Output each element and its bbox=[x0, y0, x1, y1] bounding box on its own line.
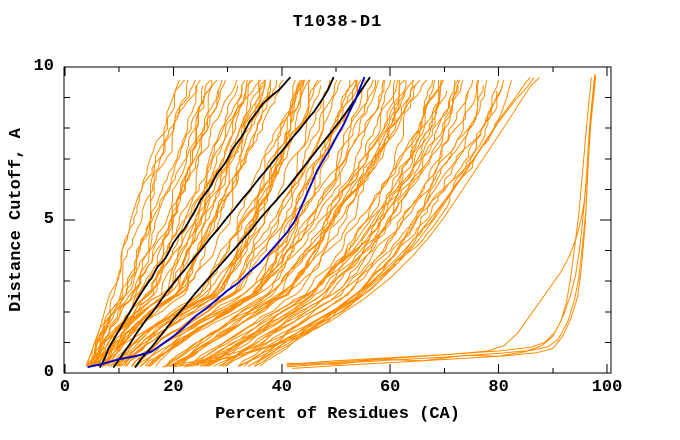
ensemble-line bbox=[86, 79, 185, 367]
right-straggler-3-line bbox=[162, 77, 531, 368]
y-tick-label: 0 bbox=[43, 363, 54, 382]
x-tick-label: 60 bbox=[379, 378, 401, 397]
flat-outlier-5-early-riser-line bbox=[286, 75, 597, 366]
plot-lines bbox=[85, 74, 597, 369]
x-tick-label: 20 bbox=[163, 378, 184, 397]
x-tick-label: 40 bbox=[271, 378, 292, 397]
y-tick-label: 5 bbox=[43, 210, 54, 229]
ensemble-line bbox=[101, 79, 266, 367]
ensemble-line bbox=[139, 79, 351, 367]
blue-model-line bbox=[87, 76, 366, 368]
ensemble-line bbox=[205, 79, 442, 367]
ensemble-line bbox=[97, 79, 248, 367]
ensemble-line bbox=[180, 79, 414, 367]
ensemble-line bbox=[117, 79, 306, 367]
ensemble-line bbox=[123, 79, 331, 367]
ensemble-line bbox=[165, 79, 399, 367]
x-tick-label: 0 bbox=[59, 378, 71, 397]
ensemble-line bbox=[110, 79, 296, 367]
ensemble-line bbox=[93, 85, 243, 367]
flat-outlier-4-line bbox=[286, 77, 592, 365]
ensemble-line bbox=[125, 85, 322, 367]
ensemble-line bbox=[140, 79, 358, 367]
ensemble-line bbox=[192, 79, 436, 367]
black-model-2-line bbox=[112, 76, 335, 368]
x-tick-label: 100 bbox=[591, 378, 623, 397]
ensemble-line bbox=[190, 79, 444, 367]
ensemble-line bbox=[254, 79, 488, 367]
ensemble-line bbox=[237, 79, 480, 367]
ensemble-line bbox=[149, 79, 374, 367]
right-straggler-2-line bbox=[183, 77, 540, 368]
ensemble-line bbox=[165, 79, 400, 367]
ensemble-line bbox=[155, 79, 385, 367]
ensemble-line bbox=[90, 85, 204, 367]
chart-title: T1038-D1 bbox=[292, 13, 383, 32]
ensemble-line bbox=[218, 79, 464, 367]
x-tick-label: 80 bbox=[488, 378, 509, 397]
ensemble-line bbox=[221, 79, 474, 367]
ensemble-line bbox=[179, 90, 406, 367]
ensemble-line bbox=[91, 79, 223, 367]
ensemble-line bbox=[87, 79, 213, 367]
ensemble-line bbox=[204, 79, 444, 367]
ensemble-lines bbox=[85, 79, 512, 367]
ensemble-line bbox=[92, 79, 180, 367]
ensemble-line bbox=[118, 85, 302, 367]
x-axis-label: Percent of Residues (CA) bbox=[215, 405, 460, 424]
ensemble-line bbox=[91, 90, 220, 367]
ensemble-line bbox=[202, 79, 434, 367]
ensemble-line bbox=[107, 79, 284, 367]
ensemble-line bbox=[85, 85, 197, 367]
ensemble-line bbox=[225, 79, 459, 367]
ensemble-line bbox=[239, 79, 478, 367]
axis-box-and-ticks bbox=[63, 66, 612, 374]
ensemble-line bbox=[91, 79, 211, 367]
ensemble-line bbox=[103, 79, 271, 367]
ensemble-line bbox=[247, 85, 504, 367]
ensemble-line bbox=[94, 79, 265, 367]
ensemble-line bbox=[174, 79, 421, 367]
ensemble-line bbox=[88, 90, 209, 367]
ensemble-line bbox=[117, 79, 319, 367]
black-model-3-line bbox=[134, 76, 371, 368]
ensemble-line bbox=[170, 79, 392, 367]
ensemble-line bbox=[146, 79, 366, 367]
ensemble-line bbox=[164, 79, 396, 367]
ensemble-line bbox=[99, 79, 260, 367]
ensemble-line bbox=[120, 79, 303, 367]
ensemble-line bbox=[208, 79, 456, 367]
ensemble-line bbox=[91, 79, 238, 367]
right-straggler-1-line bbox=[172, 77, 535, 368]
black-model-1-line bbox=[99, 76, 291, 368]
y-tick-label: 10 bbox=[33, 57, 54, 76]
